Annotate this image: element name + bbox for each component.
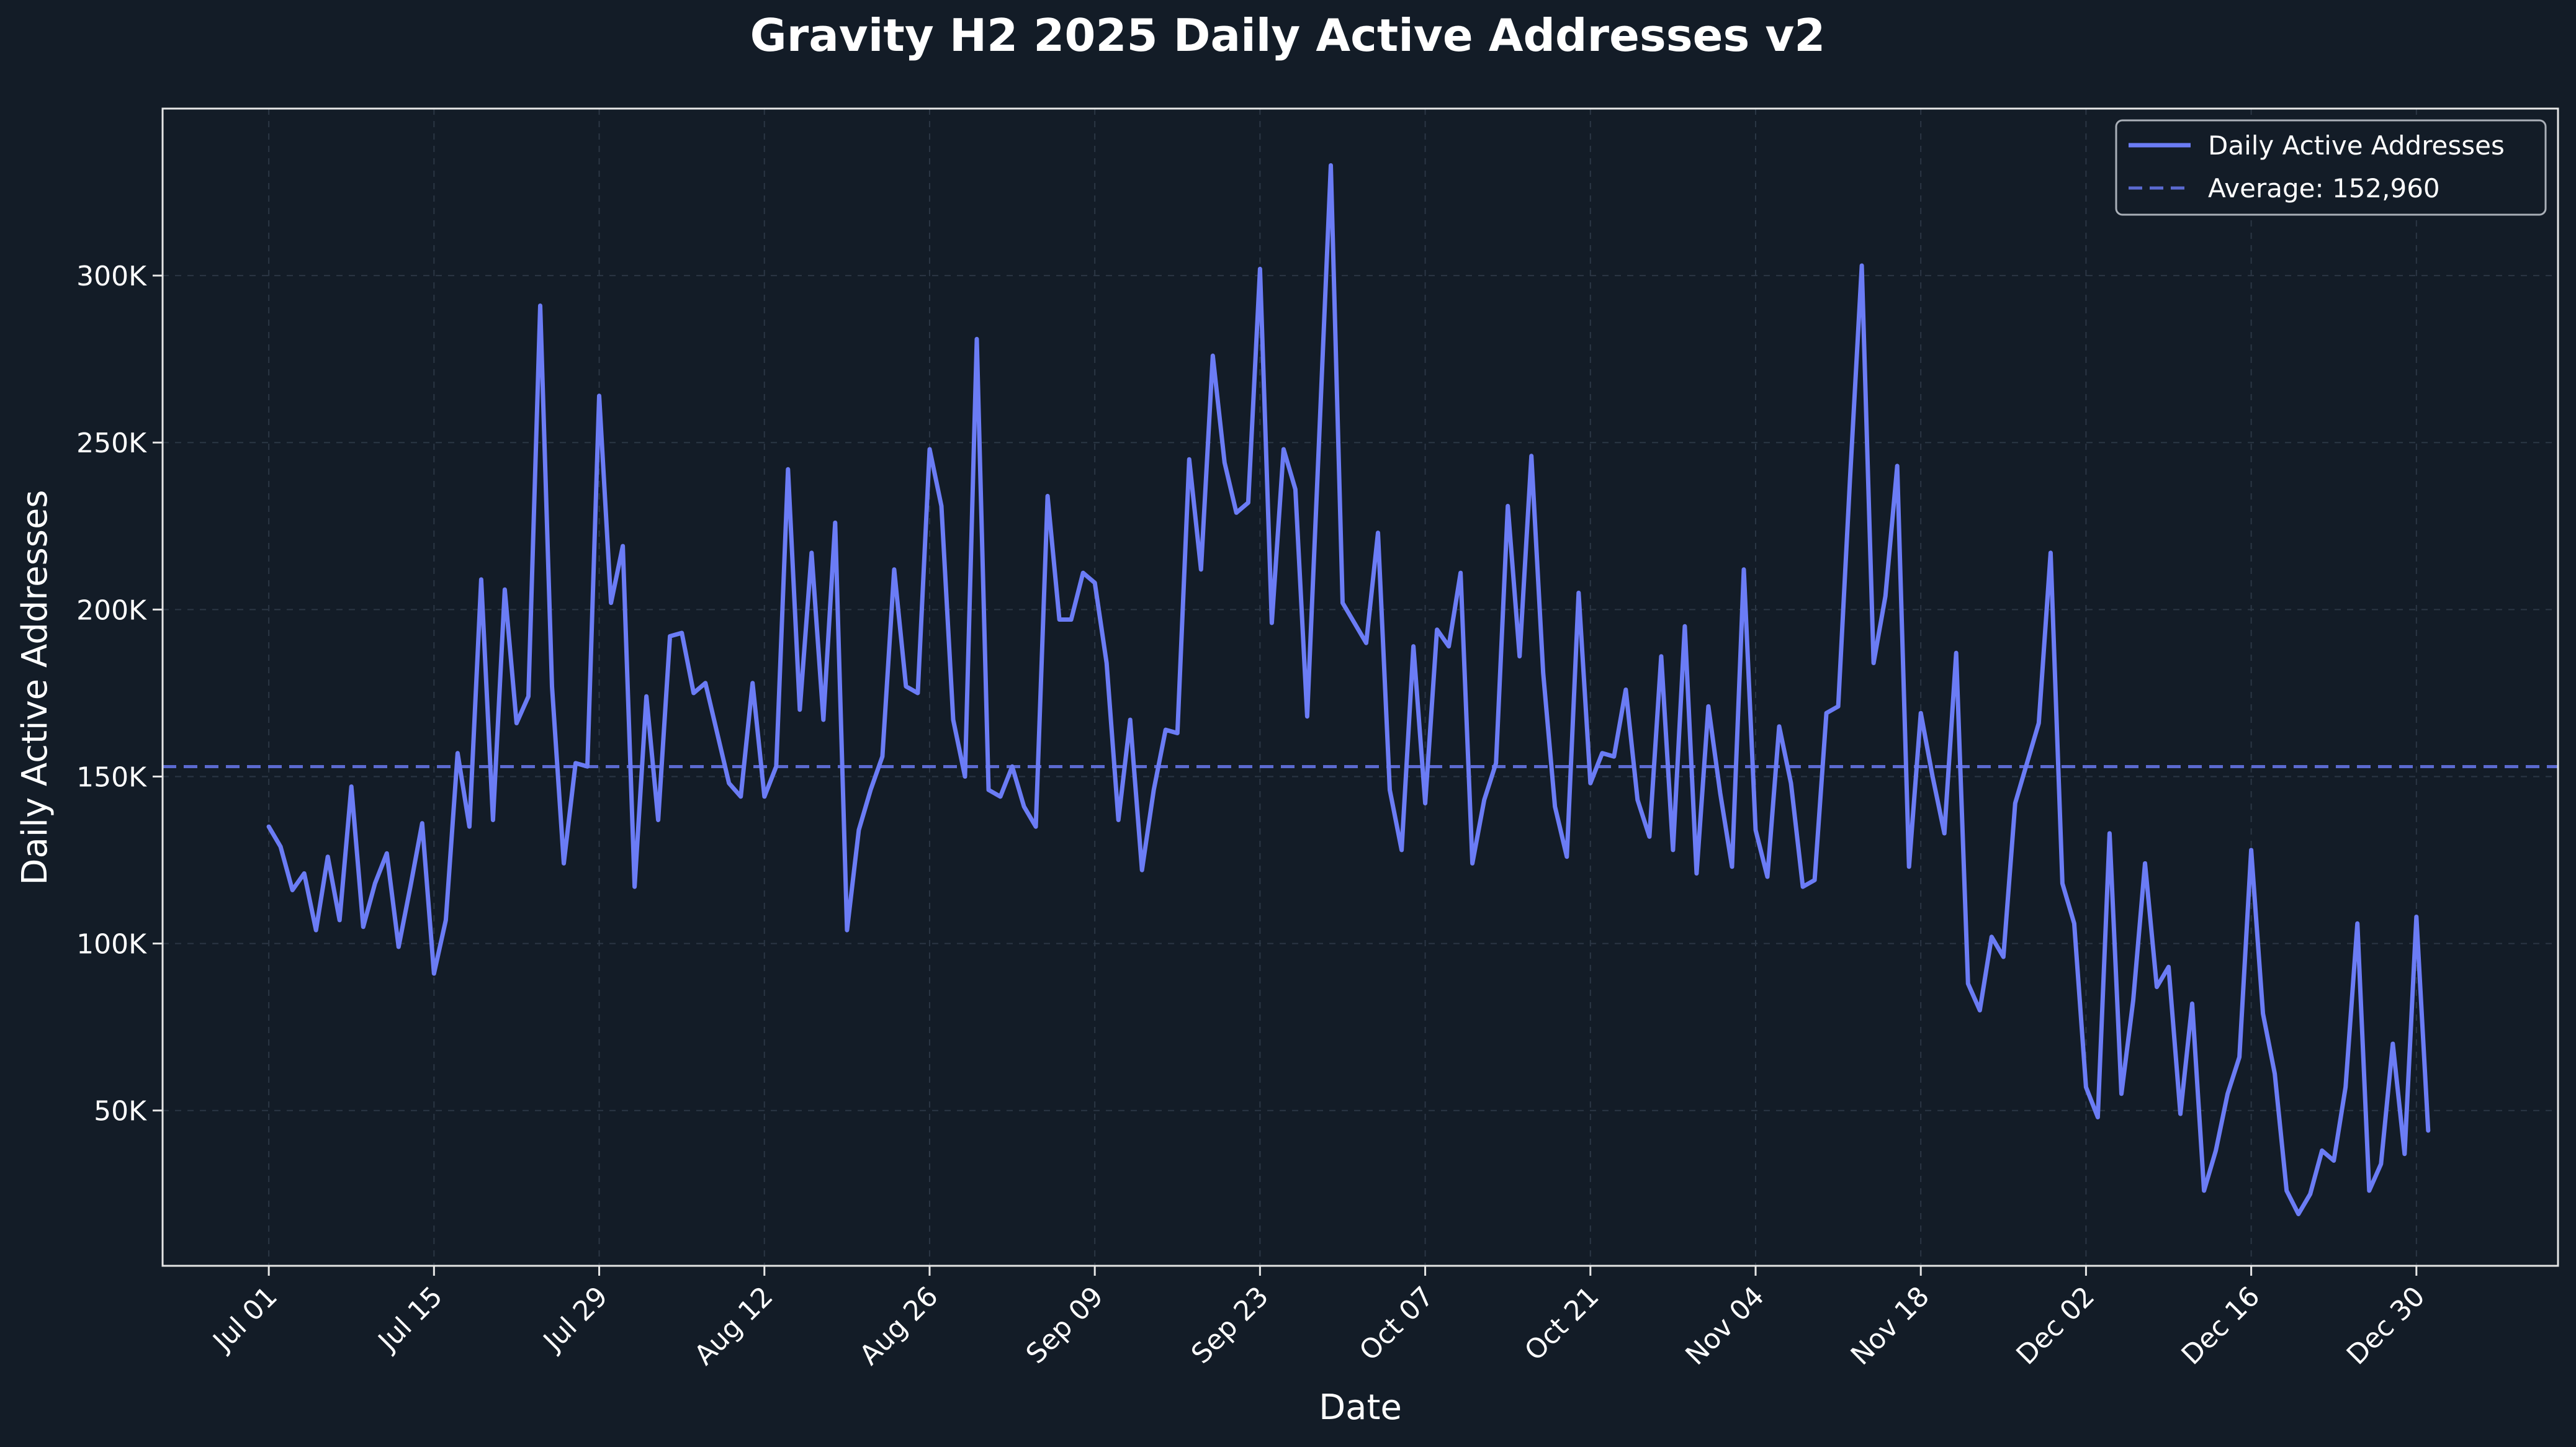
y-tick-label: 150K: [76, 761, 147, 793]
y-axis: 50K 100K 150K 200K 250K 300K: [76, 261, 163, 1127]
chart-title: Gravity H2 2025 Daily Active Addresses v…: [750, 9, 1826, 61]
legend-label-average: Average: 152,960: [2208, 173, 2440, 204]
y-tick-label: 100K: [76, 929, 147, 961]
y-axis-label: Daily Active Addresses: [15, 490, 55, 885]
y-tick-label: 50K: [94, 1096, 147, 1127]
grid: [163, 109, 2558, 1266]
legend-box: [2115, 119, 2547, 216]
legend-label-daily-active-addresses: Daily Active Addresses: [2208, 130, 2505, 161]
series-layer: [266, 163, 2431, 1217]
y-tick-label: 200K: [76, 594, 147, 626]
legend: Daily Active Addresses Average: 152,960: [2115, 119, 2547, 216]
daily-active-addresses-line: [266, 163, 2431, 1217]
y-tick-label: 300K: [76, 261, 147, 292]
y-tick-label: 250K: [76, 428, 147, 459]
x-axis-label: Date: [1319, 1387, 1402, 1428]
plot-frame: [161, 107, 2559, 1267]
